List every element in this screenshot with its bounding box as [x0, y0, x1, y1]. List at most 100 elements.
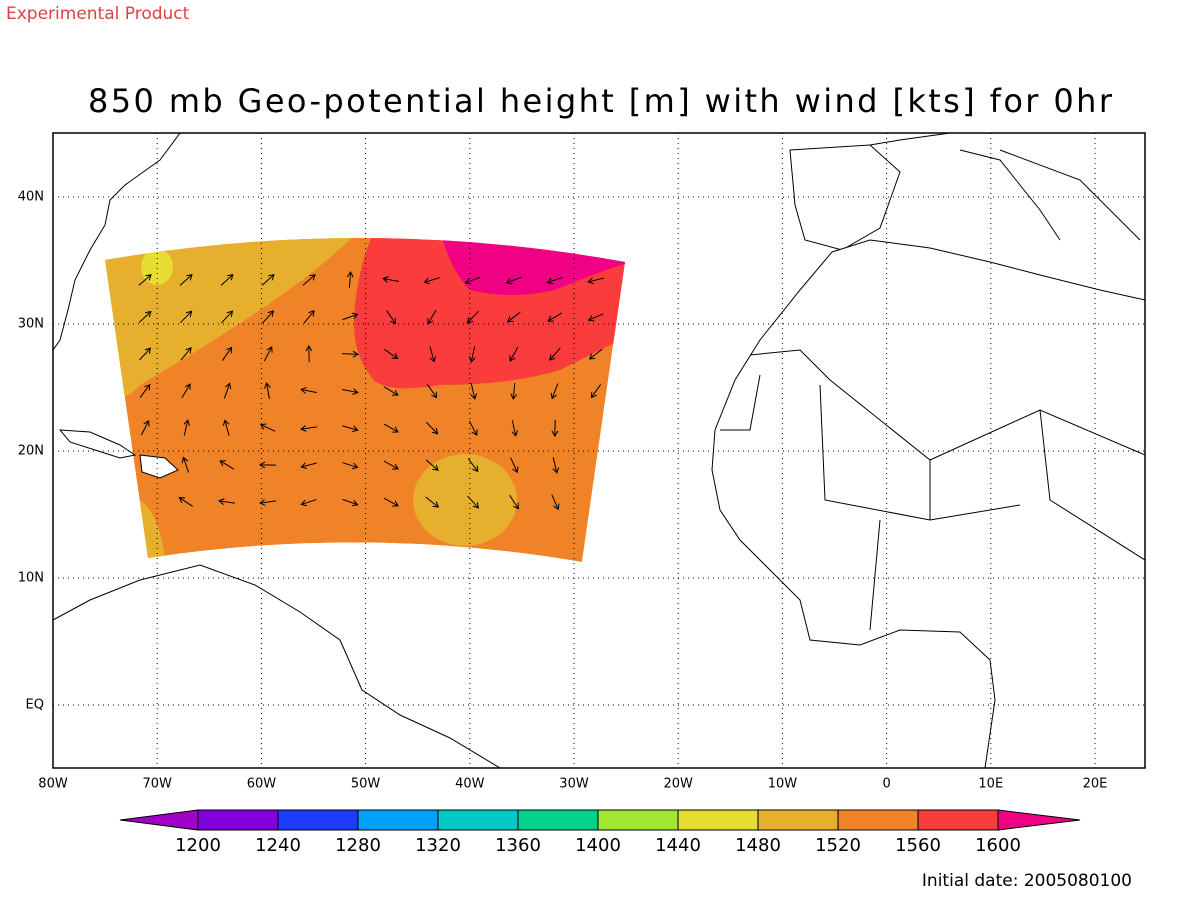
wind-arrow	[300, 386, 317, 394]
wind-arrow	[466, 310, 479, 324]
wind-arrow	[264, 382, 271, 399]
wind-arrow	[423, 277, 440, 285]
colorbar-label: 1440	[655, 835, 701, 856]
wind-arrow	[261, 273, 275, 286]
wind-arrow	[342, 312, 359, 321]
lat-label: 20N	[18, 444, 44, 459]
hispaniola	[139, 454, 179, 479]
wind-arrow	[546, 277, 563, 285]
lon-label: 50W	[351, 777, 381, 792]
wind-arrow	[342, 462, 359, 470]
wind-arrow	[263, 346, 273, 362]
colorbar-end	[119, 809, 199, 831]
wind-arrow	[429, 346, 437, 363]
lon-label: 70W	[142, 777, 172, 792]
wind-arrow	[587, 277, 604, 285]
wind-arrow	[180, 310, 193, 324]
graticule	[53, 133, 1145, 768]
colorbar-box	[677, 809, 759, 831]
wind-arrow	[178, 497, 193, 507]
wind-arrow	[510, 382, 518, 400]
lat-label: 10N	[18, 571, 44, 586]
wind-arrow	[180, 347, 192, 361]
wind-arrow	[588, 348, 603, 360]
wind-arrow	[425, 459, 439, 471]
wind-arrow	[342, 425, 359, 433]
wind-arrows	[138, 271, 604, 511]
wind-arrow	[425, 496, 440, 508]
colorbar-box	[917, 809, 999, 831]
experimental-note: Experimental Product	[6, 4, 190, 24]
wind-arrow	[259, 499, 276, 506]
wind-arrow	[218, 498, 235, 505]
wind-arrow	[426, 421, 439, 435]
wind-arrow	[551, 419, 559, 437]
wind-arrow	[259, 423, 276, 432]
lon-label: 10W	[768, 777, 798, 792]
wind-arrow	[509, 346, 519, 362]
wind-arrow	[140, 420, 150, 436]
wind-arrow	[383, 460, 399, 470]
colorbar-box	[437, 809, 519, 831]
colorbar-label: 1480	[735, 835, 781, 856]
lat-label: EQ	[26, 698, 44, 713]
south-america	[53, 564, 501, 768]
wind-arrow	[183, 419, 191, 436]
borders	[720, 349, 1145, 631]
colorbar-label: 1200	[175, 835, 221, 856]
wind-arrow	[467, 458, 479, 473]
colorbar-label: 1240	[255, 835, 301, 856]
lon-label: 0	[882, 777, 890, 792]
wind-arrow	[426, 384, 438, 399]
colorbar-label: 1320	[415, 835, 461, 856]
wind-arrow	[262, 310, 274, 324]
colorbar-label: 1400	[575, 835, 621, 856]
map-title: 850 mb Geo-potential height [m] with win…	[88, 82, 1113, 120]
wind-arrow	[552, 457, 560, 474]
wind-arrow	[138, 274, 152, 286]
europe	[869, 133, 1141, 241]
lat-label: 40N	[18, 190, 44, 205]
wind-arrow	[346, 271, 354, 289]
wind-arrow	[549, 347, 561, 361]
wind-arrow	[590, 384, 602, 399]
north-america	[53, 133, 181, 351]
wind-arrow	[300, 425, 317, 432]
colorbar-end	[997, 809, 1081, 831]
colorbar: 1200 1240 1280 1320 1360 1400 1440 1480 1520 1560…	[119, 809, 1081, 856]
wind-arrow	[300, 462, 317, 470]
colorbar-box	[357, 809, 439, 831]
colorbar-label: 1360	[495, 835, 541, 856]
wind-arrow	[222, 419, 230, 436]
colorbar-label: 1280	[335, 835, 381, 856]
lon-label: 30W	[559, 777, 589, 792]
wind-arrow	[342, 498, 359, 507]
wind-arrow	[386, 310, 396, 325]
colorbar-label: 1520	[815, 835, 861, 856]
lat-label: 30N	[18, 317, 44, 332]
wind-arrow	[551, 494, 560, 511]
colorbar-box	[517, 809, 599, 831]
colorbar-box	[277, 809, 359, 831]
axis-labels: 80W 70W 60W 50W 40W 30W 20W 10W 0 10E 20E 40N 30N 20N…	[18, 190, 1108, 792]
wind-arrow	[139, 383, 151, 398]
wind-arrow	[305, 345, 313, 363]
wind-arrow	[302, 274, 316, 286]
wind-arrow	[384, 349, 399, 360]
wind-arrow	[506, 311, 521, 323]
colorbar-label: 1560	[895, 835, 941, 856]
wind-arrow	[179, 274, 193, 286]
lon-label: 10E	[978, 777, 1003, 792]
lon-label: 40W	[455, 777, 485, 792]
wind-arrow	[468, 420, 478, 436]
wind-arrow	[510, 457, 519, 474]
lon-label: 80W	[38, 777, 68, 792]
colorbar-label: 1600	[975, 835, 1021, 856]
wind-arrow	[550, 383, 559, 400]
africa	[711, 239, 1145, 768]
lon-label: 20W	[663, 777, 693, 792]
colorbar-box	[757, 809, 839, 831]
wind-arrow	[509, 495, 519, 510]
wind-arrow	[383, 386, 399, 396]
wind-arrow	[303, 310, 315, 324]
